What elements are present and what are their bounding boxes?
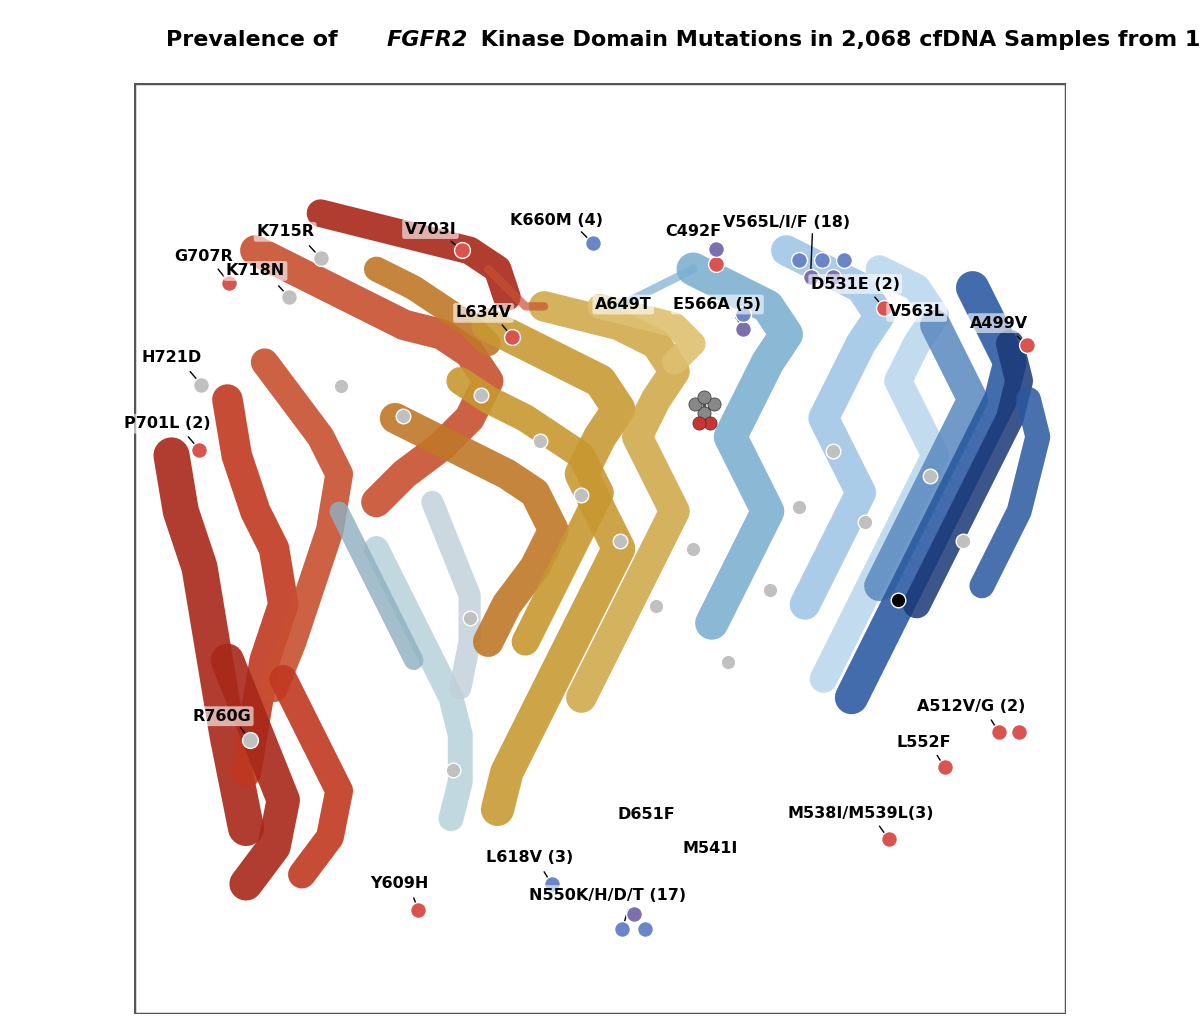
Point — [989, 723, 1008, 740]
Point — [280, 289, 299, 305]
Text: A649T: A649T — [595, 297, 652, 312]
Point — [1018, 337, 1037, 354]
Text: R760G: R760G — [192, 709, 251, 723]
Text: V563L: V563L — [889, 304, 944, 320]
Text: L618V (3): L618V (3) — [486, 851, 572, 865]
Text: V703I: V703I — [404, 221, 456, 237]
Text: N550K/H/D/T (17): N550K/H/D/T (17) — [529, 888, 686, 903]
Point — [706, 240, 725, 257]
Point — [880, 831, 899, 848]
Point — [452, 242, 472, 259]
Text: M541I: M541I — [683, 841, 738, 856]
Text: K715R: K715R — [256, 225, 314, 239]
Point — [392, 408, 412, 424]
Point — [695, 405, 714, 422]
Point — [220, 274, 239, 291]
Point — [443, 762, 462, 778]
Point — [790, 252, 809, 268]
Text: D651F: D651F — [618, 807, 676, 823]
Text: C492F: C492F — [665, 225, 721, 239]
Point — [706, 256, 725, 272]
Point — [311, 249, 330, 266]
Point — [571, 486, 590, 503]
Point — [954, 533, 973, 550]
Point — [920, 468, 940, 484]
Point — [823, 443, 842, 460]
Point — [331, 377, 350, 393]
Text: Prevalence of: Prevalence of — [166, 30, 344, 50]
Point — [530, 433, 550, 449]
Text: P701L (2): P701L (2) — [124, 416, 210, 432]
Text: L552F: L552F — [896, 735, 952, 749]
Point — [888, 592, 907, 609]
Point — [192, 377, 211, 393]
Text: E566A (5): E566A (5) — [673, 297, 761, 312]
Point — [834, 252, 853, 268]
Point — [760, 582, 779, 598]
Point — [685, 395, 704, 412]
Point — [704, 395, 724, 412]
Point — [684, 540, 703, 557]
Point — [790, 498, 809, 514]
Text: M538I/M539L(3): M538I/M539L(3) — [787, 805, 934, 821]
Point — [701, 414, 720, 431]
Point — [734, 305, 754, 322]
Point — [689, 414, 708, 431]
Text: L634V: L634V — [456, 305, 511, 321]
Point — [695, 388, 714, 405]
Point — [1009, 723, 1028, 740]
Text: K660M (4): K660M (4) — [510, 213, 602, 228]
Point — [611, 533, 630, 550]
Point — [635, 920, 654, 937]
Point — [800, 268, 820, 285]
Text: G707R: G707R — [175, 248, 234, 264]
Text: D531E (2): D531E (2) — [811, 276, 900, 292]
Text: H721D: H721D — [142, 350, 202, 365]
Point — [935, 760, 954, 776]
Text: Kinase Domain Mutations in 2,068 cfDNA Samples from 1,671 Patients: Kinase Domain Mutations in 2,068 cfDNA S… — [473, 30, 1200, 50]
Point — [734, 321, 754, 337]
Point — [624, 906, 643, 922]
Point — [583, 235, 602, 252]
Text: K718N: K718N — [226, 264, 284, 278]
Point — [812, 252, 832, 268]
Point — [875, 300, 894, 317]
Text: A499V: A499V — [970, 316, 1027, 330]
Point — [503, 329, 522, 346]
Text: FGFR2: FGFR2 — [386, 30, 468, 50]
Point — [472, 386, 491, 403]
Point — [409, 901, 428, 918]
Text: A512V/G (2): A512V/G (2) — [917, 700, 1025, 714]
Text: Y609H: Y609H — [371, 877, 428, 891]
Text: V565L/I/F (18): V565L/I/F (18) — [722, 215, 850, 230]
Point — [613, 920, 632, 937]
Point — [823, 268, 842, 285]
Point — [460, 611, 479, 627]
Point — [718, 654, 737, 671]
Point — [240, 732, 259, 748]
Point — [647, 598, 666, 615]
Point — [854, 514, 874, 531]
Point — [542, 876, 562, 892]
Point — [190, 442, 209, 459]
